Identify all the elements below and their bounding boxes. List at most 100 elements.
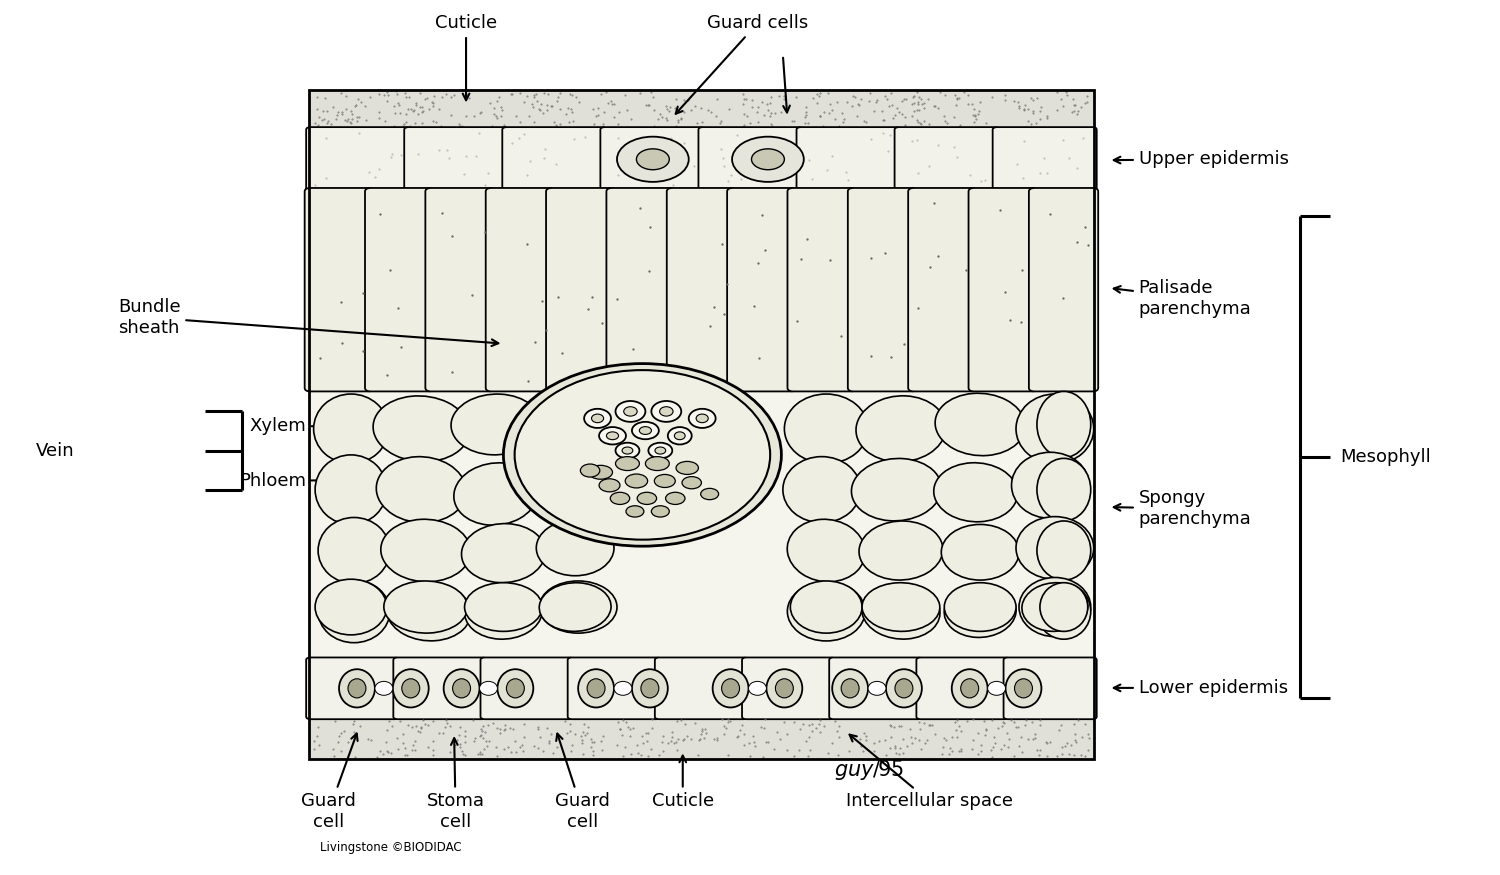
Ellipse shape <box>315 455 387 524</box>
Text: Spongy
parenchyma: Spongy parenchyma <box>1114 489 1251 528</box>
Ellipse shape <box>507 679 525 698</box>
Ellipse shape <box>598 427 625 444</box>
Ellipse shape <box>766 669 802 708</box>
FancyBboxPatch shape <box>486 188 555 391</box>
Ellipse shape <box>696 414 708 423</box>
Ellipse shape <box>945 583 1016 632</box>
Ellipse shape <box>752 149 784 170</box>
FancyBboxPatch shape <box>894 127 999 192</box>
Ellipse shape <box>952 669 987 708</box>
Ellipse shape <box>632 422 658 439</box>
Ellipse shape <box>700 488 718 500</box>
Ellipse shape <box>1016 394 1094 464</box>
Ellipse shape <box>645 457 669 471</box>
Ellipse shape <box>748 682 766 696</box>
FancyBboxPatch shape <box>969 188 1038 391</box>
FancyBboxPatch shape <box>503 127 606 192</box>
Ellipse shape <box>651 506 669 517</box>
Ellipse shape <box>886 669 922 708</box>
Ellipse shape <box>648 443 672 458</box>
Ellipse shape <box>833 669 868 708</box>
Ellipse shape <box>987 682 1005 696</box>
Ellipse shape <box>639 427 651 435</box>
FancyBboxPatch shape <box>480 657 573 719</box>
Ellipse shape <box>615 457 639 471</box>
Text: Guard
cell: Guard cell <box>302 733 357 831</box>
Ellipse shape <box>1011 452 1089 518</box>
Ellipse shape <box>540 581 616 634</box>
Ellipse shape <box>376 457 466 522</box>
Ellipse shape <box>675 432 686 439</box>
Ellipse shape <box>580 464 600 477</box>
Ellipse shape <box>656 447 666 454</box>
Ellipse shape <box>856 396 946 462</box>
Text: Guard cells: Guard cells <box>675 14 808 114</box>
FancyBboxPatch shape <box>306 657 399 719</box>
Text: Stoma
cell: Stoma cell <box>426 738 484 831</box>
Ellipse shape <box>606 432 618 439</box>
Ellipse shape <box>614 682 632 696</box>
FancyBboxPatch shape <box>830 657 922 719</box>
Ellipse shape <box>454 463 538 525</box>
FancyBboxPatch shape <box>847 188 916 391</box>
Ellipse shape <box>578 669 614 708</box>
FancyBboxPatch shape <box>728 188 796 391</box>
Ellipse shape <box>504 364 782 546</box>
Ellipse shape <box>462 523 546 583</box>
Text: Cuticle: Cuticle <box>435 14 496 101</box>
Ellipse shape <box>852 458 942 521</box>
FancyBboxPatch shape <box>567 657 662 719</box>
Ellipse shape <box>944 585 1016 637</box>
Ellipse shape <box>616 136 688 182</box>
Ellipse shape <box>1005 669 1041 708</box>
Ellipse shape <box>514 370 770 540</box>
FancyBboxPatch shape <box>364 188 435 391</box>
Ellipse shape <box>859 521 944 580</box>
Text: Vein: Vein <box>36 442 75 459</box>
Text: Livingstone ©BIODIDAC: Livingstone ©BIODIDAC <box>320 842 460 854</box>
Ellipse shape <box>896 679 914 698</box>
Text: Cuticle: Cuticle <box>651 756 714 810</box>
Ellipse shape <box>660 407 674 416</box>
Ellipse shape <box>1019 578 1090 637</box>
Ellipse shape <box>626 474 648 488</box>
Ellipse shape <box>314 394 388 464</box>
Ellipse shape <box>452 394 542 455</box>
Ellipse shape <box>1036 391 1090 458</box>
FancyBboxPatch shape <box>656 657 748 719</box>
Ellipse shape <box>640 679 658 698</box>
Ellipse shape <box>934 393 1024 456</box>
Ellipse shape <box>676 461 699 474</box>
Ellipse shape <box>788 519 865 582</box>
Ellipse shape <box>862 583 940 632</box>
Text: Phloem: Phloem <box>238 472 471 490</box>
Ellipse shape <box>538 583 610 632</box>
Ellipse shape <box>626 506 644 517</box>
Ellipse shape <box>387 582 471 640</box>
Ellipse shape <box>381 519 471 582</box>
Bar <box>309 90 1094 760</box>
Ellipse shape <box>498 669 534 708</box>
Ellipse shape <box>622 447 633 454</box>
Ellipse shape <box>868 682 886 696</box>
Ellipse shape <box>584 409 610 428</box>
Ellipse shape <box>339 669 375 708</box>
Ellipse shape <box>384 581 468 634</box>
Ellipse shape <box>348 679 366 698</box>
FancyBboxPatch shape <box>404 127 508 192</box>
Ellipse shape <box>318 517 390 584</box>
Ellipse shape <box>712 669 748 708</box>
Bar <box>309 90 1094 129</box>
FancyBboxPatch shape <box>600 127 705 192</box>
FancyBboxPatch shape <box>742 657 836 719</box>
Ellipse shape <box>651 401 681 422</box>
FancyBboxPatch shape <box>606 188 675 391</box>
Ellipse shape <box>598 479 619 492</box>
FancyBboxPatch shape <box>668 188 736 391</box>
Ellipse shape <box>933 463 1017 522</box>
Ellipse shape <box>402 679 420 698</box>
Text: Mesophyll: Mesophyll <box>1341 448 1431 466</box>
FancyBboxPatch shape <box>699 127 802 192</box>
Ellipse shape <box>688 409 715 428</box>
Ellipse shape <box>522 456 605 514</box>
